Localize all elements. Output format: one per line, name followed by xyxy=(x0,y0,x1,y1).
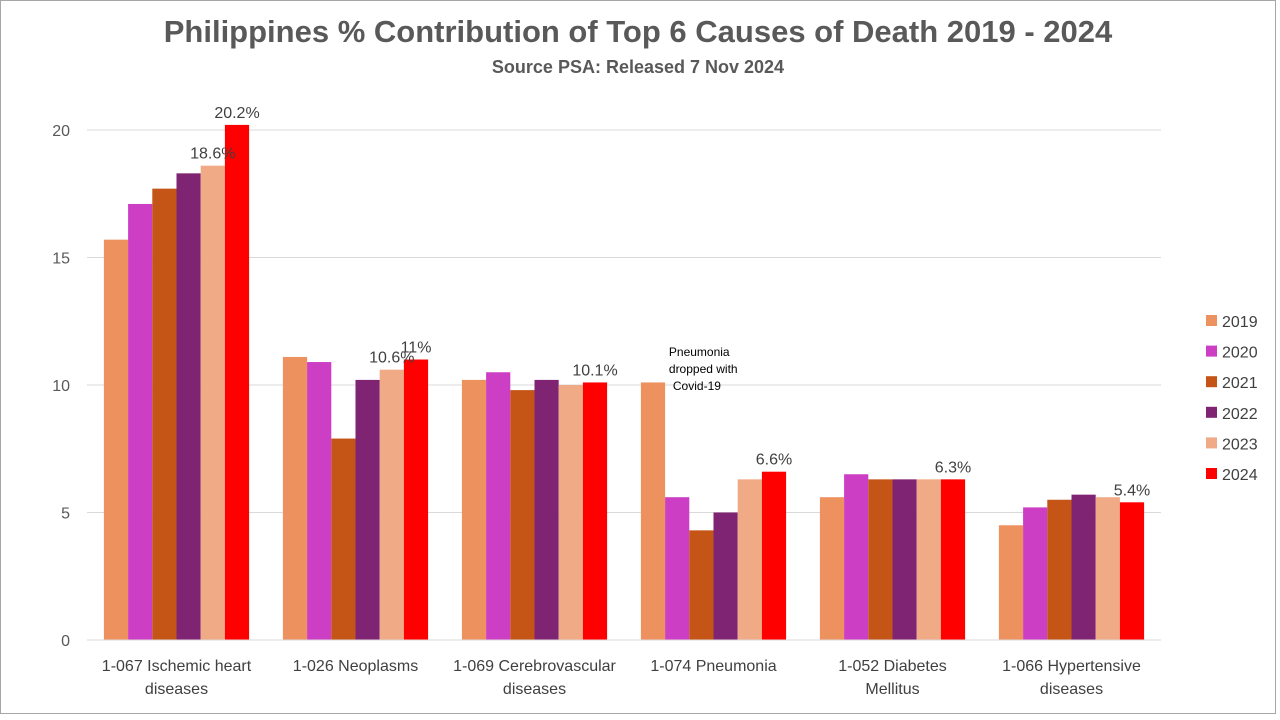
annotation-line-3: Covid-19 xyxy=(673,379,721,393)
bar-2021-cat1 xyxy=(152,188,177,640)
bar-2020-cat1 xyxy=(128,203,153,640)
bar-2023-cat1 xyxy=(200,165,225,640)
bar-2024-cat5 xyxy=(940,479,966,640)
data-label-2023-cat1: 18.6% xyxy=(190,146,235,163)
bar-2023-cat3 xyxy=(558,385,583,640)
bar-2019-cat4 xyxy=(640,382,666,640)
bar-2024-cat6 xyxy=(1119,502,1145,640)
data-label-2024-cat1: 20.2% xyxy=(214,105,259,122)
bar-2019-cat1 xyxy=(103,239,129,640)
bar-2021-cat5 xyxy=(868,479,893,640)
bar-2020-cat5 xyxy=(844,474,869,640)
annotation-line-1: Pneumonia xyxy=(669,345,730,359)
bar-2022-cat5 xyxy=(892,479,917,640)
legend-swatch-2020 xyxy=(1206,345,1217,357)
data-label-2024-cat6: 5.4% xyxy=(1114,482,1150,499)
legend-label-2023: 2023 xyxy=(1222,436,1258,453)
bar-2019-cat2 xyxy=(282,356,308,640)
data-label-2024-cat2: 11% xyxy=(401,340,432,357)
bar-2020-cat3 xyxy=(486,372,511,640)
category-label-2-line1: 1-026 Neoplasms xyxy=(293,658,418,675)
y-tick-label-0: 0 xyxy=(61,633,70,650)
legend-swatch-2022 xyxy=(1206,406,1217,418)
bar-2022-cat2 xyxy=(355,379,380,640)
bar-2022-cat4 xyxy=(713,512,738,640)
legend-swatch-2024 xyxy=(1206,468,1217,479)
y-tick-label-10: 10 xyxy=(52,378,70,395)
y-tick-label-15: 15 xyxy=(52,251,70,268)
category-label-6-line1: 1-066 Hypertensive xyxy=(1002,658,1141,675)
bar-2023-cat2 xyxy=(379,369,404,640)
data-label-2024-cat4: 6.6% xyxy=(756,452,792,469)
legend-label-2022: 2022 xyxy=(1222,406,1258,423)
bar-2021-cat6 xyxy=(1047,499,1072,640)
bar-2019-cat5 xyxy=(819,497,845,640)
legend-label-2024: 2024 xyxy=(1222,467,1258,484)
legend-label-2020: 2020 xyxy=(1222,345,1258,362)
bar-2022-cat6 xyxy=(1071,494,1096,640)
y-tick-label-5: 5 xyxy=(61,506,70,523)
bar-2024-cat2 xyxy=(403,359,429,640)
annotation-line-2: dropped with xyxy=(669,362,738,376)
category-label-4-line1: 1-074 Pneumonia xyxy=(650,658,776,675)
data-label-2024-cat3: 10.1% xyxy=(572,362,617,379)
bar-2021-cat3 xyxy=(510,390,535,640)
bar-2023-cat4 xyxy=(737,479,762,640)
legend-swatch-2021 xyxy=(1206,376,1217,388)
bar-2021-cat4 xyxy=(689,530,714,640)
bar-2024-cat1 xyxy=(224,124,250,640)
legend-swatch-2023 xyxy=(1206,437,1217,449)
legend-label-2021: 2021 xyxy=(1222,375,1258,392)
chart-subtitle: Source PSA: Released 7 Nov 2024 xyxy=(491,57,785,77)
category-label-1-line2: diseases xyxy=(145,681,208,698)
bar-2022-cat1 xyxy=(176,173,201,640)
bar-2019-cat6 xyxy=(998,525,1024,640)
category-label-3-line2: diseases xyxy=(503,681,566,698)
bar-2021-cat2 xyxy=(331,438,356,640)
bar-2020-cat6 xyxy=(1023,507,1048,640)
category-label-5-line1: 1-052 Diabetes xyxy=(838,658,947,675)
category-label-3-line1: 1-069 Cerebrovascular xyxy=(453,658,616,675)
data-label-2024-cat5: 6.3% xyxy=(935,459,971,476)
legend-label-2019: 2019 xyxy=(1222,314,1258,331)
bar-2019-cat3 xyxy=(461,379,487,640)
data-label-2023-cat2: 10.6% xyxy=(369,350,414,367)
chart-title: Philippines % Contribution of Top 6 Caus… xyxy=(163,14,1113,49)
bar-2023-cat6 xyxy=(1095,497,1120,640)
legend-swatch-2019 xyxy=(1206,315,1217,326)
category-label-6-line2: diseases xyxy=(1040,681,1103,698)
bar-2023-cat5 xyxy=(916,479,941,640)
bar-2022-cat3 xyxy=(534,379,559,640)
category-label-5-line2: Mellitus xyxy=(865,681,919,698)
bar-2020-cat2 xyxy=(307,362,332,640)
y-tick-label-20: 20 xyxy=(52,123,70,140)
bar-2024-cat3 xyxy=(582,382,608,640)
bar-2020-cat4 xyxy=(665,497,690,640)
bar-2024-cat4 xyxy=(761,471,787,640)
category-label-1-line1: 1-067 Ischemic heart xyxy=(102,658,252,675)
